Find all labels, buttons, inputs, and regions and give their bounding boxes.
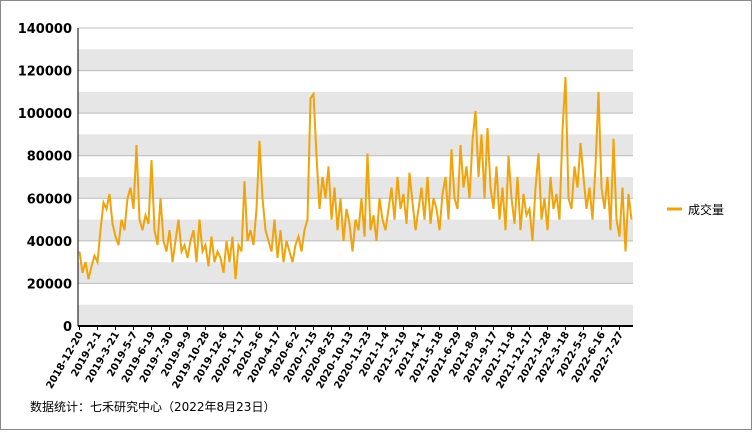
band <box>78 304 633 326</box>
footnote: 数据统计：七禾研究中心（2022年8月23日） <box>30 399 275 414</box>
y-tick-label: 20000 <box>27 277 72 292</box>
band <box>78 49 633 71</box>
data-line <box>78 76 633 280</box>
legend-label: 成交量 <box>688 202 724 217</box>
y-tick-label: 80000 <box>27 150 72 165</box>
y-tick-label: 0 <box>63 320 72 335</box>
y-tick-label: 40000 <box>27 235 72 250</box>
y-tick-label: 100000 <box>18 107 72 122</box>
band <box>78 91 633 114</box>
y-tick-label: 60000 <box>27 192 72 207</box>
band <box>78 262 633 284</box>
band <box>78 134 633 156</box>
y-tick-label: 120000 <box>18 65 72 80</box>
y-tick-label: 140000 <box>18 22 72 37</box>
